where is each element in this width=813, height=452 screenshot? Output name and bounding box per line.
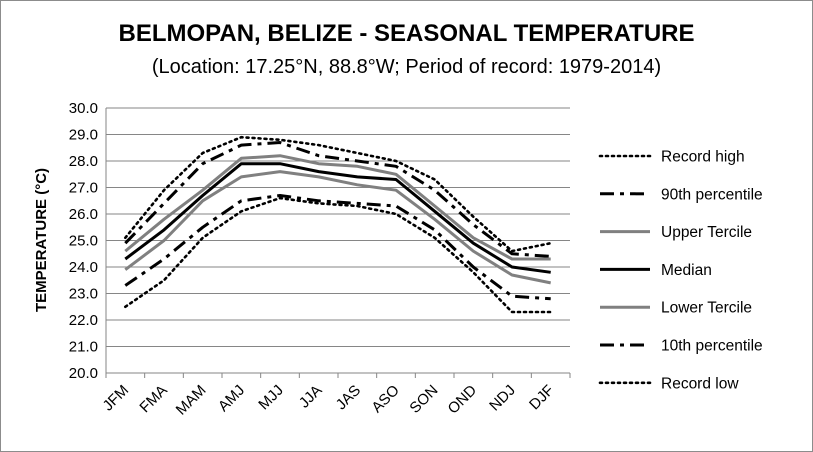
legend-label: Record high — [661, 149, 745, 166]
y-tick-label: 28.0 — [69, 153, 98, 170]
y-tick-label: 21.0 — [69, 339, 98, 356]
series-lines — [124, 135, 553, 314]
x-tick-label: MAM — [173, 382, 210, 419]
series-line-upper-tercile — [124, 154, 551, 261]
x-tick-label: AMJ — [215, 382, 248, 415]
x-tick-label: SON — [406, 382, 441, 417]
legend-label: Median — [661, 262, 712, 279]
legend-label: Record low — [661, 375, 739, 392]
x-tick-label: NDJ — [486, 382, 519, 415]
series-line-record-low — [124, 196, 553, 314]
chart-subtitle: (Location: 17.25°N, 88.8°W; Period of re… — [151, 56, 662, 78]
legend-label: 10th percentile — [661, 338, 763, 355]
chart-title: BELMOPAN, BELIZE - SEASONAL TEMPERATURE — [118, 20, 695, 47]
series-line-record-high — [124, 135, 553, 253]
legend: Record high 90th percentile Upper Tercile M… — [598, 149, 763, 392]
y-tick-label: 25.0 — [69, 233, 98, 250]
legend-label: Upper Tercile — [661, 224, 752, 241]
y-tick-label: 30.0 — [69, 100, 98, 117]
x-tick-label: MJJ — [255, 382, 286, 413]
y-tick-label: 22.0 — [69, 312, 98, 329]
x-tick-label: FMA — [136, 382, 170, 416]
y-tick-label: 27.0 — [69, 180, 98, 197]
y-tick-label: 24.0 — [69, 259, 98, 276]
series-line-10th-percentile — [124, 194, 551, 301]
y-axis-ticks: 20.0 21.0 22.0 23.0 24.0 25.0 26.0 27.0 28.0 29.0… — [69, 100, 98, 382]
series-line-median — [124, 162, 551, 274]
x-tick-label: OND — [445, 382, 481, 418]
series-line-90th-percentile — [124, 141, 551, 258]
legend-label: Lower Tercile — [661, 300, 752, 317]
legend-label: 90th percentile — [661, 186, 763, 203]
x-axis-ticks: JFM FMA MAM AMJ MJJ JJA JAS ASO SON OND NDJ DJF — [100, 382, 558, 419]
x-tick-label: DJF — [526, 382, 557, 413]
x-tick-label: JAS — [333, 382, 364, 413]
gridlines — [105, 107, 571, 378]
x-tick-label: JJA — [296, 382, 326, 412]
x-tick-label: ASO — [368, 382, 402, 416]
y-tick-label: 20.0 — [69, 365, 98, 382]
x-tick-label: JFM — [100, 382, 133, 415]
y-axis-label: TEMPERATURE (°C) — [33, 168, 50, 312]
y-tick-label: 29.0 — [69, 127, 98, 144]
y-tick-label: 23.0 — [69, 286, 98, 303]
series-line-lower-tercile — [124, 170, 552, 285]
y-tick-label: 26.0 — [69, 206, 98, 223]
